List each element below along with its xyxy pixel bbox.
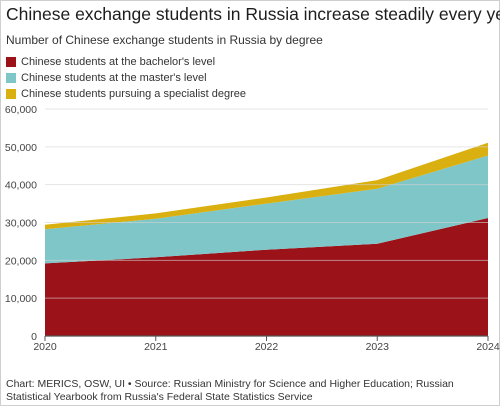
x-tick-label: 2021: [144, 341, 168, 353]
legend-swatch-master: [6, 72, 16, 83]
y-tick-label: 20,000: [5, 255, 37, 267]
y-tick-label: 60,000: [5, 104, 37, 116]
chart-subtitle: Number of Chinese exchange students in R…: [6, 33, 323, 47]
x-tick-label: 2024: [476, 341, 500, 353]
legend-item-bachelor: Chinese students at the bachelor's level: [6, 54, 246, 69]
y-tick-label: 50,000: [5, 142, 37, 154]
legend-swatch-bachelor: [6, 56, 16, 67]
legend-label-bachelor: Chinese students at the bachelor's level: [21, 55, 216, 68]
legend-label-specialist: Chinese students pursuing a specialist d…: [21, 87, 247, 100]
x-tick-label: 2022: [255, 341, 279, 353]
legend-label-master: Chinese students at the master's level: [21, 71, 207, 84]
legend-item-specialist: Chinese students pursuing a specialist d…: [6, 86, 246, 101]
area-master: [45, 155, 488, 264]
area-specialist: [45, 142, 488, 230]
x-tick-label: 2020: [33, 341, 57, 353]
x-tick-label: 2023: [366, 341, 390, 353]
y-tick-label: 10,000: [5, 293, 37, 305]
y-tick-label: 40,000: [5, 180, 37, 192]
legend-swatch-specialist: [6, 88, 16, 99]
y-tick-label: 0: [31, 331, 37, 343]
legend-item-master: Chinese students at the master's level: [6, 70, 246, 85]
legend: Chinese students at the bachelor's level…: [6, 54, 246, 102]
area-bachelor: [45, 218, 488, 336]
y-tick-label: 30,000: [5, 218, 37, 230]
chart-footnote: Chart: MERICS, OSW, UI • Source: Russian…: [6, 378, 454, 403]
chart-title: Chinese exchange students in Russia incr…: [6, 4, 500, 24]
